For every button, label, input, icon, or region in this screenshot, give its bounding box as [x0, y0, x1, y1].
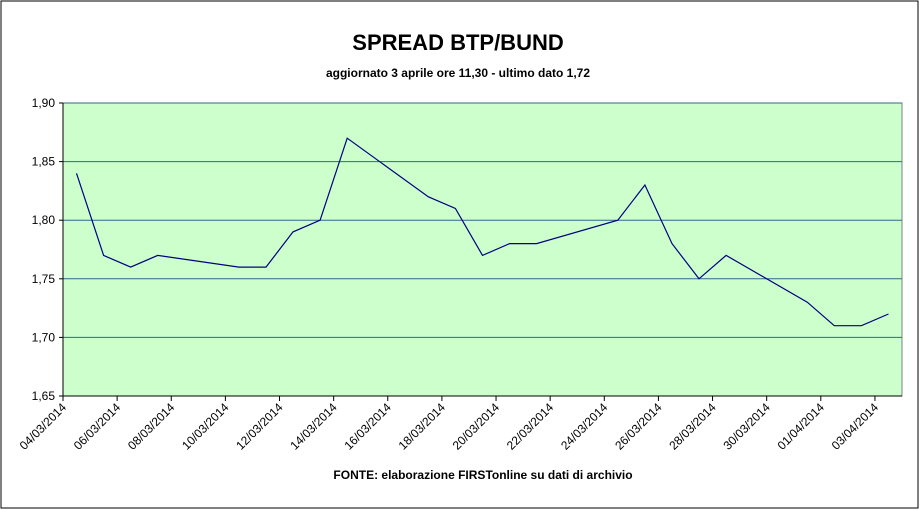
chart-subtitle: aggiornato 3 aprile ore 11,30 - ultimo d…: [326, 66, 590, 80]
source-note: FONTE: elaborazione FIRSTonline su dati …: [333, 468, 632, 482]
y-tick-label: 1,65: [32, 389, 56, 403]
y-tick-label: 1,80: [32, 213, 56, 227]
chart-title: SPREAD BTP/BUND: [352, 30, 563, 55]
y-tick-label: 1,70: [32, 330, 56, 344]
y-tick-label: 1,75: [32, 272, 56, 286]
y-tick-label: 1,90: [32, 96, 56, 110]
data-line: [75, 137, 889, 327]
plot-area: [62, 102, 903, 397]
y-tick-label: 1,85: [32, 155, 56, 169]
